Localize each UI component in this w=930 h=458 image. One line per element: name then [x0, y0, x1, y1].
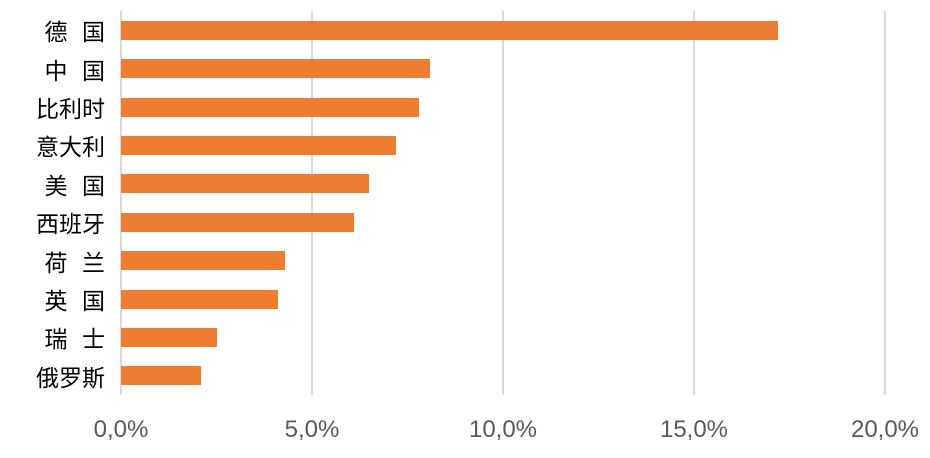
gridline	[311, 11, 313, 395]
category-label-美国: 美 国	[44, 173, 106, 199]
bar-row	[121, 97, 885, 117]
bar-德国	[121, 20, 779, 40]
bar-row	[121, 327, 885, 347]
value-axis-line	[120, 11, 122, 395]
category-label-西班牙: 西班牙	[36, 212, 105, 238]
bar-比利时	[121, 97, 419, 117]
bar-row	[121, 174, 885, 194]
category-label-意大利: 意大利	[36, 135, 105, 161]
bar-意大利	[121, 135, 397, 155]
x-tick-label: 0,0%	[93, 416, 149, 443]
x-axis: 0,0% 5,0% 10,0% 15,0% 20,0%	[0, 414, 930, 448]
bar-中国	[121, 59, 431, 79]
category-label-比利时: 比利时	[36, 96, 105, 122]
bar-瑞士	[121, 327, 217, 347]
category-label-俄罗斯: 俄罗斯	[36, 365, 105, 391]
x-tick-label: 5,0%	[284, 416, 340, 443]
bar-美国	[121, 174, 370, 194]
x-tick-label: 10,0%	[468, 416, 538, 443]
bar-英国	[121, 289, 278, 309]
bar-俄罗斯	[121, 366, 202, 386]
x-tick-label: 15,0%	[659, 416, 729, 443]
bar-荷兰	[121, 251, 286, 271]
x-tick-label: 20,0%	[850, 416, 920, 443]
plot-area	[120, 11, 886, 395]
bar-row	[121, 20, 885, 40]
bar-row	[121, 366, 885, 386]
gridline	[502, 11, 504, 395]
gridline	[884, 11, 886, 395]
category-label-荷兰: 荷 兰	[44, 250, 106, 276]
category-label-中国: 中 国	[44, 58, 106, 84]
bar-row	[121, 59, 885, 79]
bar-西班牙	[121, 212, 355, 232]
bar-row	[121, 289, 885, 309]
bar-row	[121, 212, 885, 232]
category-label-英国: 英 国	[44, 288, 106, 314]
category-label-瑞士: 瑞 士	[44, 327, 106, 353]
gridline	[693, 11, 695, 395]
category-axis: 德 国中 国比利时意大利美 国西班牙荷 兰英 国瑞 士俄罗斯	[0, 11, 105, 395]
category-label-德国: 德 国	[44, 20, 106, 46]
bar-row	[121, 135, 885, 155]
bar-row	[121, 251, 885, 271]
